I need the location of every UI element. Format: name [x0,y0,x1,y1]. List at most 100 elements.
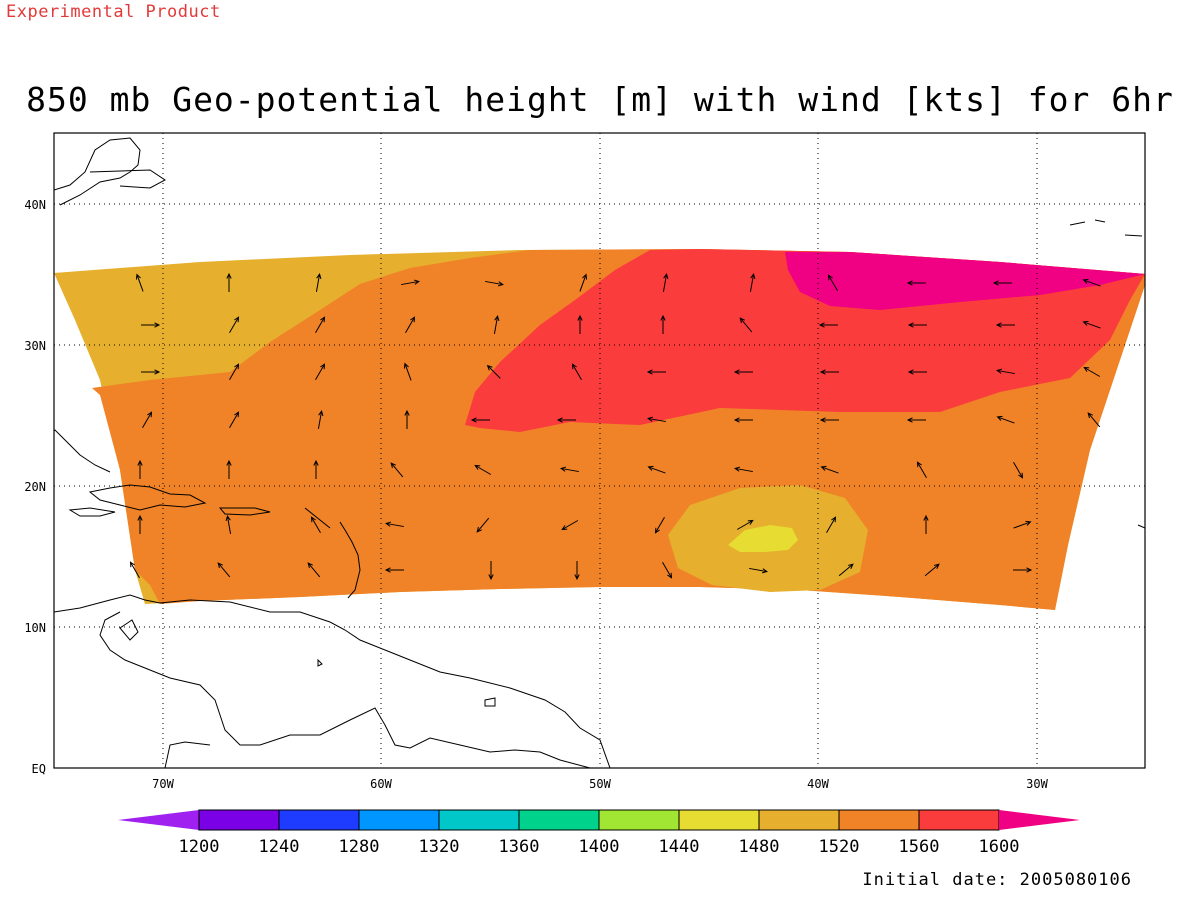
wind-arrow [571,363,582,381]
wind-arrow [996,368,1015,375]
wind-arrow [819,417,839,423]
wind-arrow [907,369,927,375]
wind-arrow [1013,567,1033,573]
legend-labels: 1200 1240 1280 1320 1360 1400 1440 1480 … [179,837,1020,857]
legend-swatch [278,809,360,831]
wind-arrow [734,466,753,473]
lat-lon-grid [54,133,1145,768]
wind-arrow [916,461,927,479]
wind-arrow [470,417,490,423]
wind-arrow [660,314,666,334]
y-tick-label: 20N [24,480,46,494]
y-tick-label: EQ [32,762,46,776]
wind-arrow [137,514,143,534]
wind-arrow [646,369,666,375]
wind-arrow [385,521,404,528]
x-tick-label: 70W [152,777,174,791]
coastlines [54,137,1145,768]
x-tick-label: 50W [589,777,611,791]
wind-arrow [820,465,839,474]
wind-arrow [1013,520,1032,529]
wind-arrow [577,314,583,334]
wind-arrow [662,561,673,579]
wind-arrow [733,417,753,423]
wind-vectors [129,272,1101,581]
wind-arrow [384,567,404,573]
wind-arrow [1082,320,1101,329]
wind-arrow [315,363,326,381]
y-axis-labels: EQ 10N 20N 30N 40N [24,198,46,776]
x-tick-label: 60W [370,777,392,791]
wind-arrow [1083,366,1101,377]
wind-arrow [310,516,321,534]
wind-arrow [226,459,232,479]
color-legend [118,809,1080,831]
wind-arrow [486,364,501,379]
legend-swatch [678,809,760,831]
wind-arrow [739,317,753,333]
wind-arrow [838,563,854,577]
legend-arrow-left [118,810,199,830]
wind-arrow [317,410,324,429]
wind-arrow [315,316,326,334]
wind-arrow [217,562,231,578]
wind-arrow [226,272,232,292]
wind-arrow [135,273,144,292]
legend-swatch [438,809,520,831]
wind-arrow [556,417,576,423]
wind-arrow [404,409,410,429]
legend-swatch [758,809,840,831]
wind-arrow [995,322,1015,328]
wind-arrow [923,514,929,534]
wind-arrow [818,322,838,328]
wind-arrow [733,369,753,375]
wind-arrow [907,322,927,328]
wind-arrow [827,274,838,292]
legend-label: 1600 [979,837,1020,857]
wind-arrow [307,562,321,578]
wind-arrow [749,273,756,292]
wind-arrow [485,280,504,287]
wind-arrow [229,411,240,429]
wind-arrow [137,459,143,479]
wind-arrow [647,465,666,474]
x-tick-label: 30W [1026,777,1048,791]
legend-label: 1240 [259,837,300,857]
wind-arrow [401,279,420,286]
wind-arrow [579,273,588,292]
height-band-1440-core [728,525,798,552]
legend-label: 1520 [819,837,860,857]
wind-arrow [906,280,926,286]
legend-label: 1400 [579,837,620,857]
x-axis-labels: 70W 60W 50W 40W 30W [152,777,1048,791]
legend-arrow-right [999,810,1080,830]
wind-arrow [142,411,153,429]
wind-arrow [493,315,500,334]
wind-arrow [992,280,1012,286]
experimental-product-label: Experimental Product [6,2,221,22]
wind-arrow [654,516,665,534]
wind-arrow [405,316,416,334]
wind-arrow [996,415,1015,424]
height-band-1600 [785,252,1145,310]
wind-arrow [313,459,319,479]
wind-arrow [390,462,404,478]
wind-arrow [129,561,140,579]
wind-arrow [488,561,494,581]
wind-arrow [560,466,579,473]
legend-swatch [518,809,600,831]
legend-label: 1480 [739,837,780,857]
initial-date-label: Initial date: 2005080106 [862,870,1132,890]
height-field [54,249,1145,610]
wind-arrow [924,563,940,577]
wind-arrow [141,322,161,328]
wind-arrow [141,369,161,375]
wind-arrow [403,362,412,381]
chart-title: 850 mb Geo-potential height [m] with win… [26,80,1174,119]
wind-arrow [819,369,839,375]
legend-label: 1360 [499,837,540,857]
wind-arrow [1013,461,1024,479]
y-tick-label: 30N [24,339,46,353]
legend-swatch [598,809,680,831]
